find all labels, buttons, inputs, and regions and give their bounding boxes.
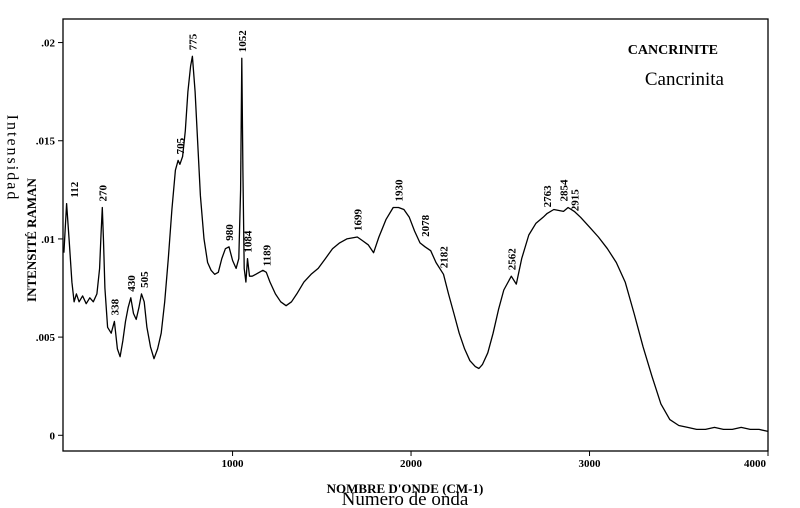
spectrum-line	[63, 55, 769, 433]
peak-label: 705	[175, 137, 187, 154]
y-tick-label: 0	[50, 430, 56, 442]
peak-label: 112	[69, 181, 81, 197]
chart-subtitle: Cancrinita	[645, 69, 725, 90]
x-tick-label: 1000	[222, 458, 245, 470]
peak-label: 1084	[243, 230, 255, 253]
y-tick-label: .02	[41, 38, 55, 50]
peak-label: 1930	[394, 179, 406, 202]
peak-label: 505	[139, 271, 151, 288]
x-tick-label: 3000	[579, 458, 602, 470]
peak-label: 1699	[352, 209, 364, 232]
y-tick-label: .005	[36, 332, 56, 344]
x-tick-label: 2000	[400, 458, 423, 470]
peak-label: 430	[126, 275, 138, 292]
peak-label: 980	[224, 224, 236, 241]
peak-label: 1189	[261, 244, 273, 266]
x-tick-label: 4000	[744, 458, 767, 470]
peak-label: 1052	[237, 30, 249, 53]
peak-label: 775	[187, 33, 199, 50]
peak-label: 2854	[559, 179, 571, 202]
y-axis-label-secondary: Intensidad	[4, 115, 21, 202]
x-axis-label-secondary: Numero de onda	[342, 489, 469, 508]
x-axis-label: NOMBRE D'ONDE (CM-1)	[327, 481, 484, 496]
y-axis: 0 .005 .01 .015 .02	[36, 38, 63, 442]
peak-label: 2763	[542, 185, 554, 208]
y-tick-label: .015	[36, 136, 56, 148]
peak-label: 2562	[506, 248, 518, 271]
y-tick-label: .01	[41, 234, 55, 246]
peak-label: 2182	[439, 246, 451, 269]
plot-frame	[62, 18, 769, 452]
chart-title: CANCRINITE	[628, 43, 718, 58]
peak-label: 270	[97, 185, 109, 202]
peak-label: 2915	[569, 189, 581, 212]
y-axis-label: INTENSITÉ RAMAN	[24, 177, 39, 301]
peak-labels: 112 270 338 430 505 705 775 980 1052 1084 1189 1699…	[69, 30, 581, 316]
peak-label: 338	[109, 298, 121, 315]
x-axis: 1000 2000 3000 4000	[222, 451, 769, 470]
peak-label: 2078	[420, 214, 432, 237]
